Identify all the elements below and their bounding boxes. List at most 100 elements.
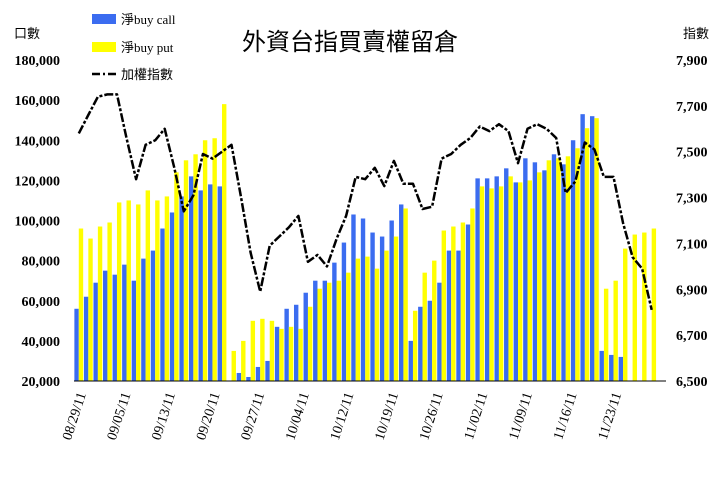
y-left-tick-label: 120,000 <box>15 174 61 189</box>
call-bar <box>332 262 337 381</box>
y-left-tick-label: 160,000 <box>15 94 61 109</box>
call-bar <box>179 196 184 381</box>
y-left-tick-label: 60,000 <box>22 295 61 310</box>
call-bar <box>360 218 366 381</box>
put-bar <box>623 248 628 381</box>
call-bar <box>160 228 165 381</box>
y-left-tick-label: 80,000 <box>22 255 61 270</box>
index-line <box>77 93 653 311</box>
call-bar <box>217 186 222 381</box>
call-bar <box>484 178 490 381</box>
call-bar <box>83 296 89 381</box>
put-bar <box>231 350 236 381</box>
call-bar <box>274 326 280 381</box>
put-bar <box>116 202 122 381</box>
call-bar <box>542 170 547 381</box>
call-bar <box>475 178 480 381</box>
y-left-unit-label: 口數 <box>14 27 40 42</box>
call-bar <box>208 184 213 381</box>
call-bar <box>255 366 261 381</box>
legend-swatch-put <box>92 42 116 52</box>
y-right-tick-label: 6,900 <box>676 283 708 298</box>
put-bar <box>288 326 294 381</box>
call-bar <box>589 116 595 382</box>
put-bar <box>479 186 485 381</box>
put-bar <box>422 272 427 381</box>
call-bar <box>322 280 328 381</box>
bars <box>74 104 657 382</box>
put-bar <box>603 288 609 381</box>
put-bar <box>651 228 657 381</box>
call-bar <box>131 280 137 381</box>
put-bar <box>632 234 637 381</box>
call-bar <box>169 212 175 381</box>
put-bar <box>508 176 513 381</box>
put-bar <box>527 180 532 381</box>
call-bar <box>122 264 127 381</box>
put-bar <box>202 140 208 381</box>
y-left-tick-label: 180,000 <box>15 54 61 69</box>
put-bar <box>241 340 246 381</box>
put-bar <box>155 200 160 381</box>
y-right-tick-label: 7,100 <box>676 237 708 252</box>
call-bar <box>399 204 404 381</box>
put-bar <box>212 138 217 381</box>
call-bar <box>265 360 270 381</box>
put-bar <box>78 228 84 381</box>
call-bar <box>446 250 452 381</box>
call-bar <box>93 282 98 381</box>
call-bar <box>150 250 156 381</box>
put-bar <box>336 280 341 381</box>
put-bar <box>250 320 256 381</box>
call-bar <box>561 164 566 381</box>
call-bar <box>112 274 117 381</box>
y-right-axis: 7,900 7,700 7,500 7,300 7,100 6,900 6,700 6,500 <box>676 54 708 390</box>
put-bar <box>317 288 322 381</box>
put-bar <box>164 196 170 381</box>
call-bar <box>389 220 394 381</box>
put-bar <box>403 208 408 381</box>
put-bar <box>594 118 599 382</box>
call-bar <box>313 280 318 381</box>
call-bar <box>551 154 557 381</box>
y-right-unit-label: 指數 <box>683 27 709 42</box>
put-bar <box>565 156 571 381</box>
call-bar <box>456 250 461 381</box>
y-right-tick-label: 6,500 <box>676 375 708 390</box>
call-bar <box>284 308 289 381</box>
y-left-tick-label: 100,000 <box>15 215 61 230</box>
put-bar <box>374 268 380 381</box>
put-bar <box>451 226 456 381</box>
y-right-tick-label: 7,500 <box>676 146 708 161</box>
y-right-tick-label: 6,700 <box>676 329 708 344</box>
call-bar <box>570 140 576 381</box>
put-bar <box>269 320 275 381</box>
put-bar <box>642 232 647 381</box>
call-bar <box>513 182 518 381</box>
put-bar <box>136 204 141 381</box>
legend-label-index: 加權指數 <box>121 67 173 82</box>
put-bar <box>355 258 361 381</box>
call-bar <box>246 376 251 381</box>
put-bar <box>183 160 189 381</box>
call-bar <box>141 258 146 381</box>
y-left-tick-label: 40,000 <box>22 335 61 350</box>
legend-label-put: 淨buy put <box>121 40 174 55</box>
call-bar <box>103 270 108 381</box>
put-bar <box>260 318 265 381</box>
call-bar <box>379 236 385 381</box>
put-bar <box>412 310 418 381</box>
index-line-group <box>77 93 653 311</box>
call-bar <box>188 176 194 381</box>
call-bar <box>351 214 356 381</box>
put-bar <box>575 148 580 381</box>
put-bar <box>518 182 523 381</box>
call-bar <box>437 282 442 381</box>
put-bar <box>307 306 313 381</box>
put-bar <box>365 256 370 381</box>
put-bar <box>584 128 590 381</box>
call-bar <box>580 114 585 381</box>
put-bar <box>222 104 227 381</box>
y-right-tick-label: 7,700 <box>676 100 708 115</box>
call-bar <box>599 350 604 381</box>
